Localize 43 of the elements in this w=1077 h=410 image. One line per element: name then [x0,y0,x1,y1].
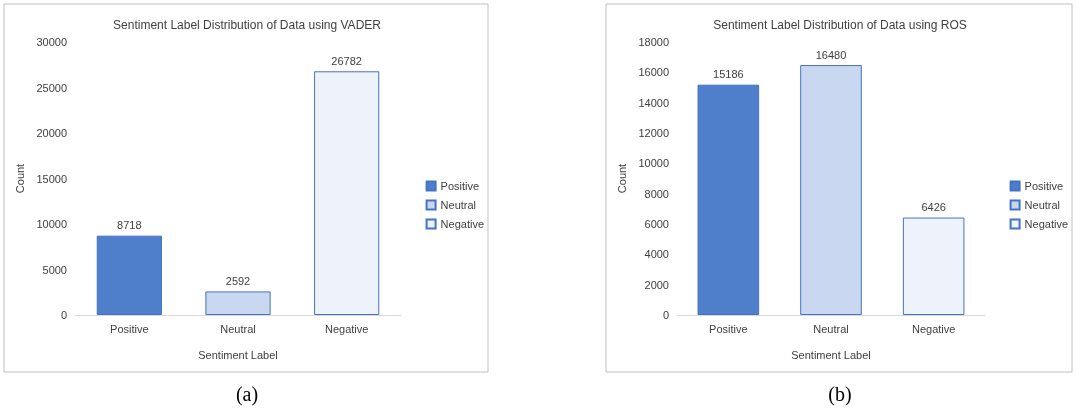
x-tick-label: Negative [324,322,369,335]
y-tick-label: 14000 [638,96,669,109]
y-tick-label: 12000 [638,127,669,139]
x-tick-label: Neutral [813,322,849,335]
y-tick-label: 15000 [36,172,67,185]
y-tick-label: 2000 [644,278,669,291]
text: (a) [235,383,259,406]
legend-label: Negative [440,218,485,230]
legend-label: Neutral [1024,199,1061,211]
y-axis-title: Count [14,163,27,194]
data-label: 6426 [921,201,946,214]
y-tick-label: 0 [662,309,669,321]
chart-title: Sentiment Label Distribution of Data using VADER [113,18,382,32]
data-label: 16480 [815,48,847,61]
y-tick-label: 20000 [36,127,67,139]
y-tick-label: 25000 [36,81,67,94]
legend-label: Negative [1024,218,1069,230]
y-tick-label: 16000 [638,66,669,79]
x-tick-label: Neutral [220,322,256,335]
legend-label: Positive [440,180,480,192]
y-tick-label: 8000 [644,187,669,200]
y-tick-label: 0 [60,309,67,321]
legend-label: Neutral [440,199,477,211]
text: (b) [828,383,852,406]
data-label: 2592 [225,274,251,287]
y-tick-label: 4000 [644,248,669,261]
y-tick-label: 5000 [42,263,67,276]
data-label: 26782 [331,54,362,67]
x-axis-title: Sentiment Label [791,348,871,361]
data-label: 8718 [117,219,142,232]
y-tick-label: 30000 [36,36,67,48]
x-tick-label: Positive [709,322,748,335]
legend-label: Positive [1024,180,1064,192]
chart-title: Sentiment Label Distribution of Data using ROS [713,18,967,32]
x-tick-label: Positive [110,322,149,335]
y-tick-label: 18000 [638,36,669,48]
data-label: 15186 [713,68,744,81]
x-axis-title: Sentiment Label [198,348,278,361]
y-tick-label: 10000 [36,218,67,230]
y-tick-label: 10000 [638,157,669,170]
y-axis-title: Count [616,163,629,194]
x-tick-label: Negative [911,322,956,335]
y-tick-label: 6000 [644,218,669,230]
